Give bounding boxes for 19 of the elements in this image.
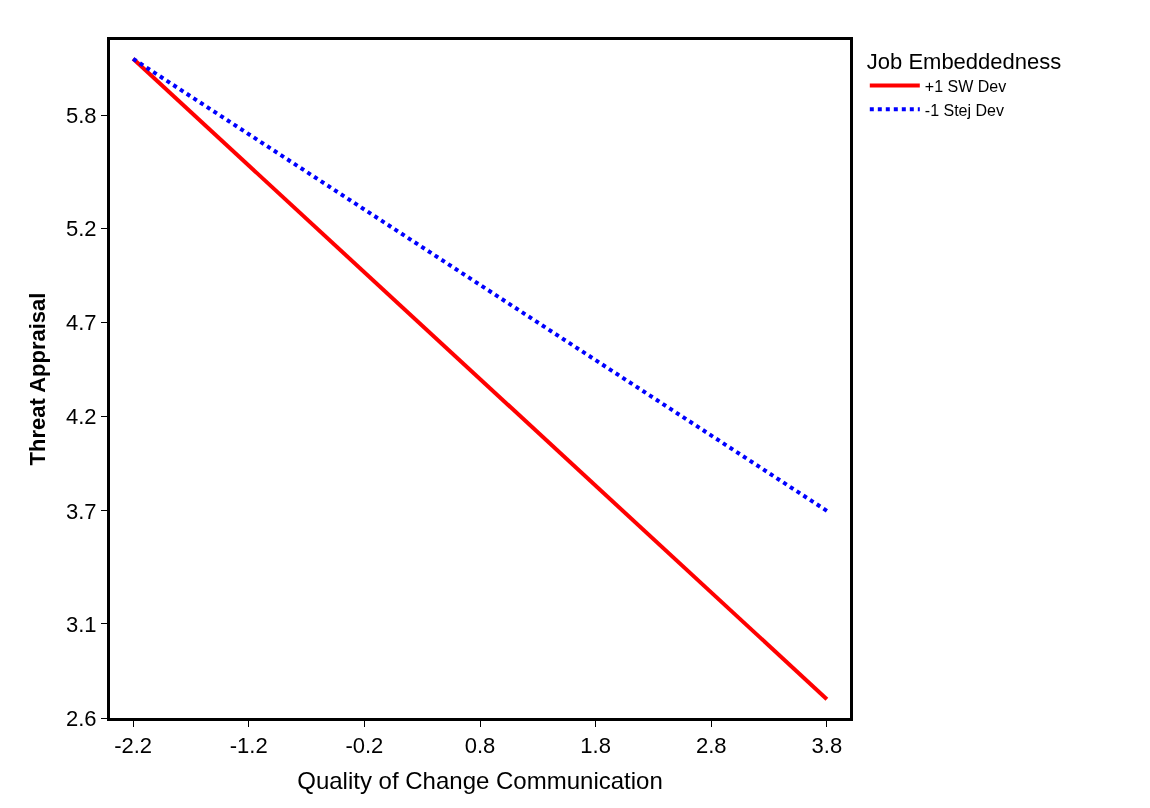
y-tick-label: 4.7 [66, 310, 97, 336]
y-tick-label: 2.6 [66, 705, 97, 731]
x-tick-label: -0.2 [345, 733, 384, 759]
legend-title: Job Embeddedness [866, 48, 1062, 74]
x-tick-label: -2.2 [114, 733, 153, 759]
y-tick-label: 5.2 [66, 216, 97, 242]
y-axis-title: Threat Appraisal [24, 292, 50, 466]
x-tick-label: 1.8 [580, 733, 611, 759]
x-tick-label: 2.8 [695, 733, 727, 759]
legend-label: -1 Stej Dev [924, 101, 1004, 119]
x-tick-label: -1.2 [229, 733, 268, 759]
legend-label: +1 SW Dev [924, 77, 1007, 95]
x-tick-label: 0.8 [464, 733, 496, 759]
y-tick-label: 4.2 [66, 404, 97, 430]
y-tick-label: 3.1 [66, 611, 97, 637]
x-tick-label: 3.8 [811, 733, 843, 759]
y-tick-label: 5.8 [66, 103, 97, 129]
x-axis-title: Quality of Change Communication [297, 766, 663, 794]
y-tick-label: 3.7 [66, 498, 97, 524]
